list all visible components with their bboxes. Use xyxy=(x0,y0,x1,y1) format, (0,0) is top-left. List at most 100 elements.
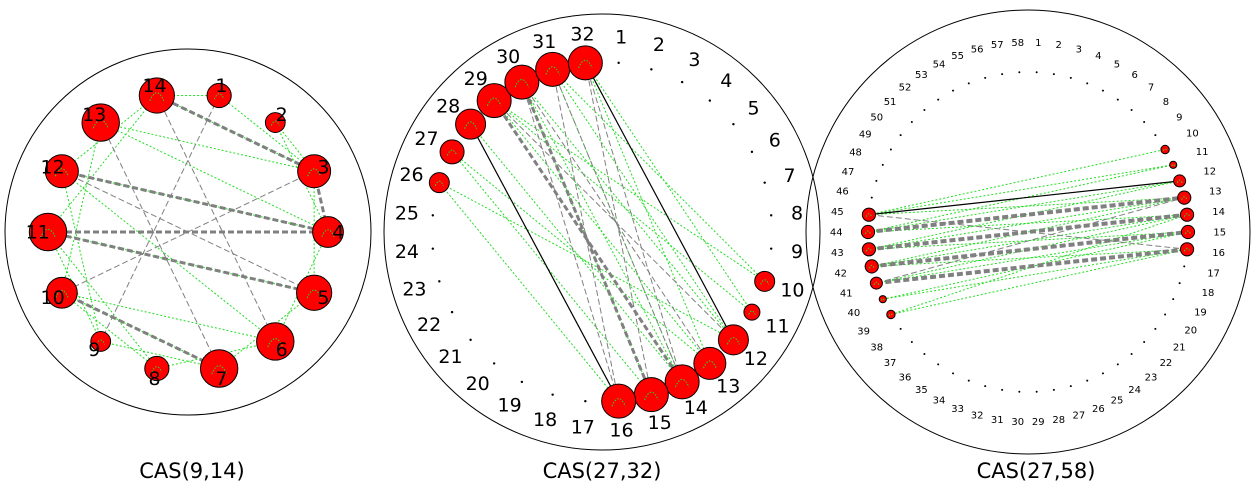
node-label-10: 10 xyxy=(1186,129,1199,140)
edge-green xyxy=(584,62,753,313)
empty-node-1 xyxy=(617,61,620,65)
edge-gray-thick xyxy=(156,94,315,173)
edge-green xyxy=(867,214,1188,233)
node-label-36: 36 xyxy=(899,372,912,383)
node-self-loop xyxy=(864,230,872,235)
node-label-16: 16 xyxy=(609,420,633,442)
node-30 xyxy=(504,64,540,100)
node-label-44: 44 xyxy=(830,228,843,239)
node-label-12: 12 xyxy=(1203,166,1216,177)
node-label-2: 2 xyxy=(1056,40,1062,51)
edge-green xyxy=(451,151,711,364)
node-label-14: 14 xyxy=(1212,207,1225,218)
node-label-27: 27 xyxy=(1072,411,1085,422)
node-14 xyxy=(138,77,175,114)
node-label-6: 6 xyxy=(769,129,781,151)
node-label-9: 9 xyxy=(791,241,803,263)
node-label-12: 12 xyxy=(40,156,64,178)
node-label-20: 20 xyxy=(466,373,490,395)
node-label-6: 6 xyxy=(276,339,288,361)
node-label-41: 41 xyxy=(840,289,853,300)
node-39 xyxy=(886,309,896,320)
edge-gray-thin xyxy=(552,69,683,383)
edge-gray-thin xyxy=(868,214,1188,250)
node-self-loop xyxy=(1181,196,1188,200)
node-label-4: 4 xyxy=(720,70,732,92)
edge-green xyxy=(871,197,1185,267)
empty-node-21 xyxy=(469,338,472,342)
empty-node-24 xyxy=(1116,363,1119,366)
empty-node-49 xyxy=(889,148,892,151)
node-label-8: 8 xyxy=(791,202,803,224)
edge-green xyxy=(876,214,1188,284)
edge-green xyxy=(521,81,734,341)
outer-circle xyxy=(805,9,1251,455)
node-label-16: 16 xyxy=(1212,248,1225,259)
node-label-13: 13 xyxy=(82,104,106,126)
node-13 xyxy=(693,346,727,380)
edge-gray-thin xyxy=(584,62,683,383)
empty-node-28 xyxy=(1052,388,1055,391)
edge-black xyxy=(584,62,734,341)
caption-diagram-3: CAS(27,58) xyxy=(977,459,1096,483)
node-label-4: 4 xyxy=(1095,51,1101,62)
node-32 xyxy=(567,45,603,81)
edge-black xyxy=(868,180,1180,216)
node-10 xyxy=(45,276,78,309)
edge-gray-thick xyxy=(876,247,1188,286)
node-8 xyxy=(144,355,170,382)
node-15 xyxy=(1180,224,1196,240)
node-label-48: 48 xyxy=(849,148,862,159)
node-label-19: 19 xyxy=(498,395,522,417)
node-label-2: 2 xyxy=(653,34,665,56)
node-label-28: 28 xyxy=(436,95,460,117)
empty-node-3 xyxy=(680,80,684,84)
edge-green xyxy=(868,164,1174,216)
node-label-32: 32 xyxy=(570,24,594,46)
node-self-loop xyxy=(865,213,873,217)
node-label-14: 14 xyxy=(684,397,708,419)
empty-node-18 xyxy=(551,393,554,396)
node-self-loop xyxy=(434,180,444,186)
node-label-5: 5 xyxy=(317,287,329,309)
node-label-50: 50 xyxy=(870,113,883,124)
node-11 xyxy=(1169,160,1178,169)
node-15 xyxy=(633,377,669,413)
edge-gray-thin xyxy=(100,95,220,342)
empty-node-58 xyxy=(1018,71,1021,74)
empty-node-54 xyxy=(952,89,955,92)
empty-node-48 xyxy=(881,163,884,166)
node-label-46: 46 xyxy=(836,187,849,198)
node-label-8: 8 xyxy=(1163,97,1169,108)
node-self-loop xyxy=(321,229,335,237)
node-45 xyxy=(861,207,877,222)
node-label-45: 45 xyxy=(831,207,844,218)
node-label-10: 10 xyxy=(780,279,804,301)
empty-node-30 xyxy=(1018,390,1021,393)
node-label-37: 37 xyxy=(884,358,897,369)
node-label-22: 22 xyxy=(417,314,441,336)
node-self-loop xyxy=(1184,230,1192,235)
empty-node-9 xyxy=(769,247,773,250)
node-label-30: 30 xyxy=(1011,417,1024,428)
node-label-26: 26 xyxy=(399,164,423,186)
node-label-2: 2 xyxy=(276,104,288,126)
node-label-1: 1 xyxy=(1035,38,1041,49)
empty-node-21 xyxy=(1154,327,1157,330)
empty-node-22 xyxy=(1143,341,1146,344)
caption-diagram-2: CAS(27,32) xyxy=(543,459,662,483)
outer-circle xyxy=(4,48,372,416)
empty-node-53 xyxy=(937,98,940,101)
edge-gray-thin xyxy=(552,69,620,402)
node-42 xyxy=(864,259,879,274)
empty-node-7 xyxy=(1130,109,1133,112)
edge-gray-thin xyxy=(584,62,652,395)
empty-node-20 xyxy=(492,362,496,365)
edge-gray-thin xyxy=(521,81,620,402)
empty-node-27 xyxy=(1069,385,1072,388)
empty-node-23 xyxy=(438,280,441,283)
node-5 xyxy=(296,274,333,311)
edge-green xyxy=(871,248,1188,267)
diagram-cas-27-32: 1 234567891011121314151617181920212223242… xyxy=(383,13,821,451)
